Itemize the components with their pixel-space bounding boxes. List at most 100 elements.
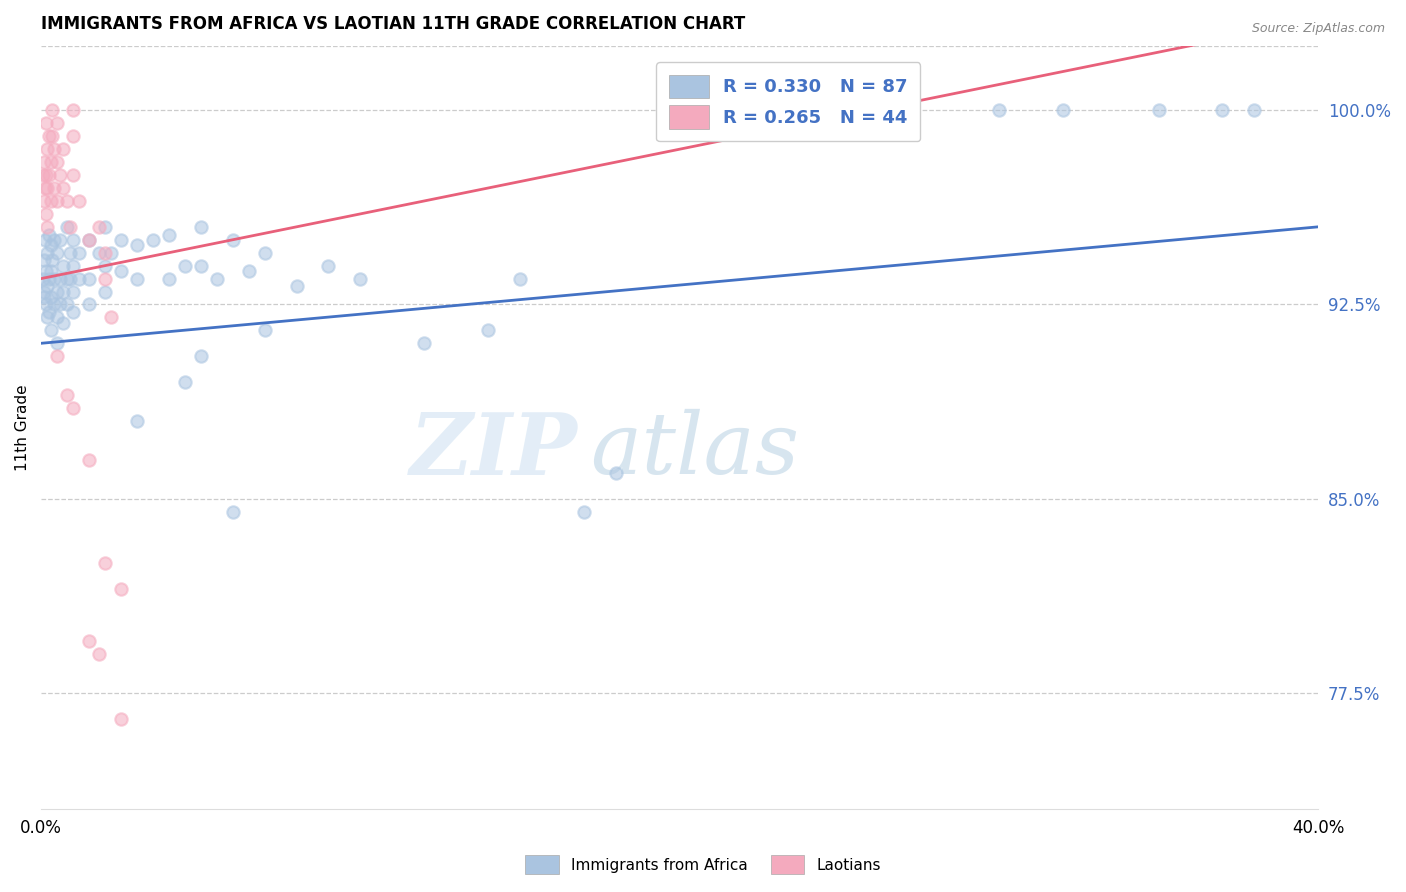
Point [37,279,59,293]
Point [46,310,69,325]
Point [509,271,531,285]
Point [77,233,100,247]
Point [1211,103,1233,118]
Text: atlas: atlas [591,409,800,491]
Point [34,253,56,268]
Point [62,305,84,319]
Point [87,219,110,234]
Point [62,259,84,273]
Point [988,103,1011,118]
Point [32,194,55,208]
Point [34,181,56,195]
Point [77,634,100,648]
Point [733,103,755,118]
Point [41,103,63,118]
Point [55,271,77,285]
Point [49,233,72,247]
Point [37,181,59,195]
Point [38,271,60,285]
Point [110,712,132,726]
Point [77,271,100,285]
Point [39,323,62,337]
Point [142,233,165,247]
Point [39,155,62,169]
Point [52,181,75,195]
Point [173,259,195,273]
Text: Source: ZipAtlas.com: Source: ZipAtlas.com [1251,22,1385,36]
Point [49,168,72,182]
Point [67,271,90,285]
Point [39,264,62,278]
Point [59,219,82,234]
Point [41,253,63,268]
Point [62,103,84,118]
Point [77,452,100,467]
Point [52,285,75,299]
Point [62,285,84,299]
Point [35,264,58,278]
Point [37,142,59,156]
Point [668,103,690,118]
Point [318,259,340,273]
Point [55,297,77,311]
Point [46,194,69,208]
Point [35,116,58,130]
Point [37,245,59,260]
Point [94,556,117,570]
Point [42,297,65,311]
Point [38,168,60,182]
Point [94,285,117,299]
Point [125,238,148,252]
Point [413,336,436,351]
Point [87,245,110,260]
Point [38,305,60,319]
Y-axis label: 11th Grade: 11th Grade [15,384,30,471]
Point [190,349,212,363]
Point [125,271,148,285]
Point [35,168,58,182]
Text: IMMIGRANTS FROM AFRICA VS LAOTIAN 11TH GRADE CORRELATION CHART: IMMIGRANTS FROM AFRICA VS LAOTIAN 11TH G… [41,15,745,33]
Point [38,227,60,242]
Point [49,297,72,311]
Point [62,168,84,182]
Point [285,279,308,293]
Point [46,285,69,299]
Point [110,233,132,247]
Point [94,271,117,285]
Point [125,414,148,428]
Point [221,233,243,247]
Point [190,219,212,234]
Point [700,103,723,118]
Point [52,142,75,156]
Point [42,233,65,247]
Point [35,297,58,311]
Point [42,271,65,285]
Point [55,194,77,208]
Point [77,233,100,247]
Point [39,194,62,208]
Point [41,129,63,144]
Point [55,388,77,402]
Point [100,310,122,325]
Point [205,271,228,285]
Point [67,245,90,260]
Point [31,271,53,285]
Point [46,116,69,130]
Point [52,259,75,273]
Point [100,245,122,260]
Point [110,264,132,278]
Legend: R = 0.330   N = 87, R = 0.265   N = 44: R = 0.330 N = 87, R = 0.265 N = 44 [657,62,920,141]
Point [765,103,787,118]
Point [253,245,276,260]
Point [157,271,180,285]
Point [62,129,84,144]
Point [67,194,90,208]
Point [39,290,62,304]
Point [38,129,60,144]
Point [49,271,72,285]
Point [34,285,56,299]
Point [46,336,69,351]
Point [190,259,212,273]
Text: ZIP: ZIP [409,409,578,492]
Point [35,207,58,221]
